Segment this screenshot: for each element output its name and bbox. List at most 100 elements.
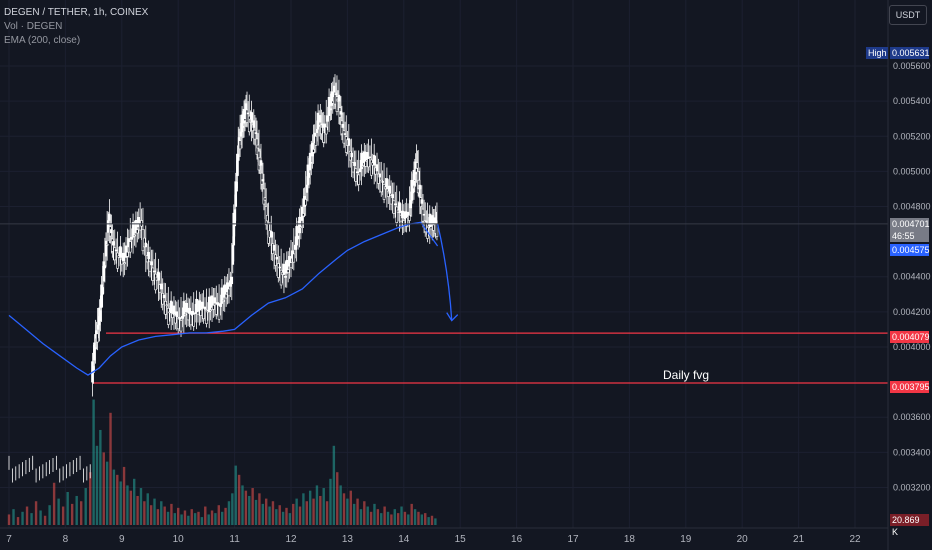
candle-body: [386, 190, 390, 197]
volume-bar: [319, 495, 322, 525]
volume-bar: [332, 445, 336, 525]
candle-body: [101, 287, 104, 295]
volume-bar: [363, 501, 366, 525]
candle-body: [105, 243, 109, 246]
volume-bar: [66, 492, 69, 525]
candle-body: [274, 254, 277, 266]
volume-bar: [237, 474, 241, 525]
candle-body: [203, 306, 207, 310]
volume-bar: [258, 493, 261, 525]
candle-body: [121, 252, 125, 262]
volume-bar: [112, 469, 116, 525]
volume-bar: [133, 478, 136, 525]
candle-body: [230, 276, 234, 285]
candle-body: [388, 185, 392, 194]
price-tick-label: 0.004400: [893, 272, 931, 282]
volume-bar: [386, 511, 390, 525]
candle-body: [207, 296, 211, 313]
candle-body: [275, 256, 279, 260]
candle-body: [292, 253, 296, 263]
price-tick-label: 0.003400: [893, 447, 931, 457]
volume-bar: [298, 506, 302, 525]
volume-bar: [146, 493, 149, 525]
volume-bar: [116, 474, 119, 525]
volume-indicator-label[interactable]: Vol · DEGEN: [4, 21, 63, 32]
ema-indicator-label[interactable]: EMA (200, close): [4, 35, 81, 46]
volume-bar: [251, 488, 254, 525]
time-tick-label: 10: [173, 534, 185, 545]
volume-bar: [342, 493, 346, 525]
volume-bar: [264, 498, 268, 525]
volume-bar: [12, 509, 15, 525]
candle-body: [286, 269, 290, 273]
candle-body: [363, 151, 366, 163]
currency-button[interactable]: USDT: [889, 5, 927, 25]
time-tick-label: 17: [567, 534, 579, 545]
time-tick-label: 9: [119, 534, 125, 545]
candle-body: [385, 178, 389, 190]
candle-body: [266, 214, 269, 222]
candle-body: [342, 130, 346, 144]
candle-body: [312, 149, 315, 153]
volume-bar: [322, 488, 325, 525]
candle-body: [355, 171, 359, 174]
volume-bar: [383, 506, 386, 525]
volume-bar: [52, 482, 56, 525]
candle-body: [250, 111, 253, 123]
candle-body: [269, 230, 273, 238]
candle-body: [150, 261, 153, 266]
candle-body: [181, 315, 184, 319]
candle-body: [358, 168, 362, 173]
time-tick-label: 20: [737, 534, 749, 545]
candle-body: [176, 317, 180, 330]
time-tick-label: 18: [624, 534, 636, 545]
candle-body: [217, 305, 221, 320]
symbol-title[interactable]: DEGEN / TETHER, 1h, COINEX: [4, 7, 149, 18]
candle-body: [293, 244, 297, 250]
candle-body: [130, 236, 133, 240]
volume-bar: [308, 490, 312, 525]
volume-bar: [16, 517, 20, 525]
candle-body: [428, 213, 432, 228]
candle-body: [288, 256, 291, 267]
volume-bar: [79, 501, 83, 525]
time-tick-label: 21: [793, 534, 805, 545]
candle-body: [185, 302, 188, 313]
volume-bar: [278, 505, 281, 525]
candle-body: [222, 300, 225, 302]
candle-body: [214, 303, 218, 315]
candle-body: [321, 123, 324, 128]
time-tick-label: 11: [229, 534, 240, 545]
candle-body: [219, 303, 222, 307]
candle-body: [112, 241, 115, 246]
volume-bar: [224, 507, 227, 525]
candle-body: [116, 252, 119, 269]
candle-body: [189, 314, 193, 326]
candle-body: [347, 138, 351, 146]
time-tick-label: 19: [680, 534, 692, 545]
volume-bar: [356, 498, 359, 525]
candle-body: [123, 262, 126, 265]
candle-body: [391, 194, 394, 199]
volume-bar: [430, 515, 434, 525]
candle-body: [279, 269, 283, 286]
volume-bar: [217, 505, 221, 525]
candle-body: [114, 249, 118, 252]
volume-bar: [325, 501, 329, 525]
volume-bar: [400, 506, 403, 525]
chart-grid: [0, 0, 888, 528]
candle-body: [324, 126, 328, 135]
volume-bar: [305, 501, 308, 525]
candle-body: [394, 203, 397, 206]
candle-body: [186, 312, 190, 321]
volume-bar: [156, 509, 160, 525]
candle-body: [227, 288, 231, 297]
candle-body: [134, 219, 138, 234]
volume-bar: [231, 493, 234, 525]
candle-body: [378, 173, 382, 178]
candle-body: [183, 313, 187, 316]
volume-bar: [89, 472, 92, 525]
candle-body: [212, 304, 215, 310]
